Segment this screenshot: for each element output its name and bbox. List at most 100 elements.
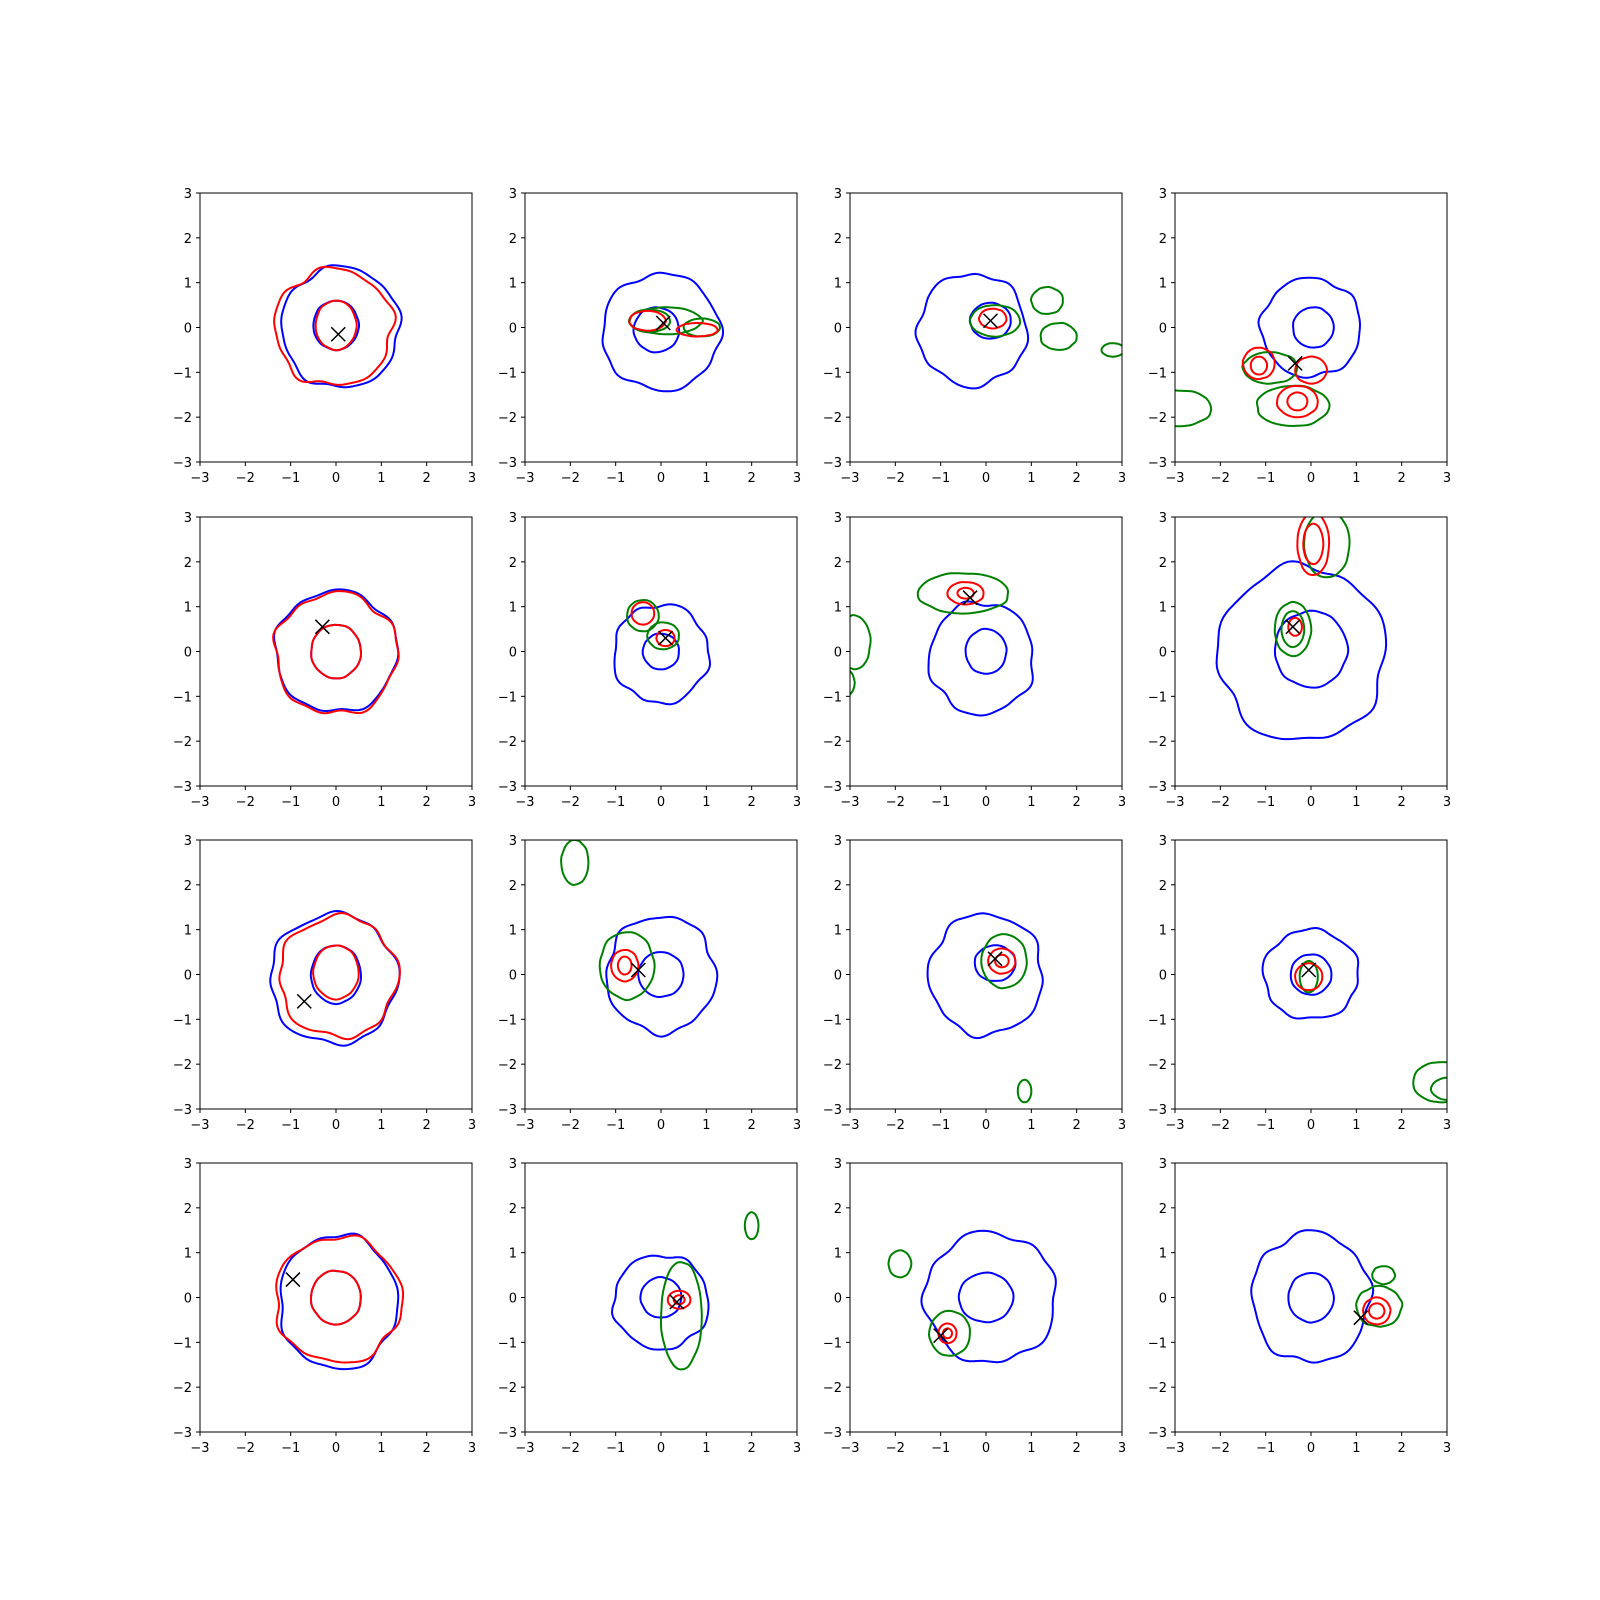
blue-contour xyxy=(611,1254,710,1351)
subplot-12: −3 −2 −1 0 1 2 3 −3 −2 −1 0 1 2 3 xyxy=(1148,834,1451,1133)
y-tick-label: 1 xyxy=(184,601,192,616)
plot-area xyxy=(926,912,1044,1104)
blue-contour xyxy=(1261,927,1360,1020)
red-contour xyxy=(1286,391,1309,412)
plot-area xyxy=(1261,927,1447,1104)
plot-area xyxy=(1250,1229,1404,1364)
x-tick-label: 3 xyxy=(793,795,801,810)
red-contour xyxy=(1302,522,1325,566)
x-marker xyxy=(987,951,1003,967)
y-tick-label: 0 xyxy=(184,646,192,661)
x-tick-label: 2 xyxy=(1398,471,1406,486)
y-tick-label: −3 xyxy=(823,1103,842,1118)
x-marker xyxy=(1353,1310,1369,1326)
x-tick-label: 3 xyxy=(468,1118,476,1133)
x-tick-label: −1 xyxy=(1256,1118,1275,1133)
subplot-15: −3 −2 −1 0 1 2 3 −3 −2 −1 0 1 2 3 xyxy=(823,1157,1126,1456)
y-tick-label: 2 xyxy=(834,1202,842,1217)
x-tick-label: 0 xyxy=(657,471,665,486)
red-contour xyxy=(1294,962,1324,992)
red-contour xyxy=(1241,346,1276,381)
y-tick-label: 3 xyxy=(1159,511,1167,526)
x-tick-label: 0 xyxy=(1307,1118,1315,1133)
plot-area xyxy=(560,840,719,1038)
x-tick-label: −3 xyxy=(190,1118,209,1133)
x-tick-label: 0 xyxy=(657,1441,665,1456)
x-tick-label: −1 xyxy=(1256,471,1275,486)
x-marker xyxy=(655,315,671,331)
subplot-4: −3 −2 −1 0 1 2 3 −3 −2 −1 0 1 2 3 xyxy=(1148,187,1451,486)
x-tick-label: −3 xyxy=(1165,1441,1184,1456)
x-tick-label: −2 xyxy=(886,1441,905,1456)
y-tick-label: 1 xyxy=(509,277,517,292)
y-tick-label: 3 xyxy=(834,834,842,849)
subplot-14: −3 −2 −1 0 1 2 3 −3 −2 −1 0 1 2 3 xyxy=(498,1157,801,1456)
y-tick-label: −2 xyxy=(823,1381,842,1396)
x-tick-label: 2 xyxy=(748,471,756,486)
axes-frame xyxy=(199,1162,473,1433)
plot-area xyxy=(613,599,711,706)
x-tick-label: 3 xyxy=(1118,795,1126,810)
x-tick-label: −2 xyxy=(561,795,580,810)
y-tick-label: −1 xyxy=(823,1013,842,1028)
plot-area xyxy=(887,1229,1057,1364)
y-tick-label: 2 xyxy=(184,1202,192,1217)
axes-frame xyxy=(1174,839,1448,1110)
green-contour xyxy=(980,933,1028,990)
green-contour xyxy=(850,614,872,671)
red-contour xyxy=(1362,1296,1392,1326)
red-contour xyxy=(610,948,640,983)
x-tick-label: 1 xyxy=(1027,1118,1035,1133)
x-tick-label: −1 xyxy=(281,1441,300,1456)
axes-frame xyxy=(199,192,473,463)
y-tick-label: −3 xyxy=(1148,1103,1167,1118)
red-contour xyxy=(312,944,360,1001)
subplot-13: −3 −2 −1 0 1 2 3 −3 −2 −1 0 1 2 3 xyxy=(173,1157,476,1456)
x-tick-label: 2 xyxy=(1398,1441,1406,1456)
x-tick-label: −2 xyxy=(236,1441,255,1456)
y-tick-label: −1 xyxy=(498,690,517,705)
x-tick-label: 3 xyxy=(1118,471,1126,486)
x-tick-label: −3 xyxy=(840,1441,859,1456)
x-tick-label: 0 xyxy=(1307,795,1315,810)
x-tick-label: 3 xyxy=(468,471,476,486)
x-marker xyxy=(630,962,646,978)
subplot-16: −3 −2 −1 0 1 2 3 −3 −2 −1 0 1 2 3 xyxy=(1148,1157,1451,1456)
x-tick-label: −1 xyxy=(931,471,950,486)
x-tick-label: 2 xyxy=(423,795,431,810)
red-contour xyxy=(1249,355,1269,376)
y-tick-label: −1 xyxy=(1148,690,1167,705)
x-tick-label: −3 xyxy=(515,471,534,486)
x-tick-label: −1 xyxy=(606,795,625,810)
y-tick-label: 2 xyxy=(834,556,842,571)
y-tick-label: 0 xyxy=(834,1292,842,1307)
y-tick-label: −2 xyxy=(173,735,192,750)
y-tick-label: −3 xyxy=(498,780,517,795)
x-tick-label: 3 xyxy=(468,1441,476,1456)
subplot-6: −3 −2 −1 0 1 2 3 −3 −2 −1 0 1 2 3 xyxy=(498,511,801,810)
x-marker xyxy=(285,1272,301,1288)
y-tick-label: 1 xyxy=(834,277,842,292)
y-tick-label: 2 xyxy=(184,879,192,894)
red-contour xyxy=(314,299,358,352)
x-tick-label: 0 xyxy=(332,1118,340,1133)
green-contour xyxy=(646,621,680,651)
x-tick-label: 1 xyxy=(1027,471,1035,486)
y-tick-label: −2 xyxy=(1148,411,1167,426)
x-tick-label: −3 xyxy=(190,795,209,810)
blue-contour xyxy=(920,1229,1057,1364)
blue-contour xyxy=(964,627,1008,675)
y-tick-label: −2 xyxy=(1148,1381,1167,1396)
plot-area xyxy=(850,572,1034,717)
y-tick-label: 0 xyxy=(509,969,517,984)
y-tick-label: 0 xyxy=(509,1292,517,1307)
x-tick-label: −1 xyxy=(1256,1441,1275,1456)
x-tick-label: 1 xyxy=(377,1118,385,1133)
plot-area xyxy=(272,588,400,715)
y-tick-label: 3 xyxy=(509,187,517,202)
x-tick-label: −2 xyxy=(886,795,905,810)
y-tick-label: 1 xyxy=(509,924,517,939)
y-tick-label: −2 xyxy=(823,411,842,426)
x-tick-label: −1 xyxy=(281,795,300,810)
x-tick-label: 3 xyxy=(1443,471,1451,486)
